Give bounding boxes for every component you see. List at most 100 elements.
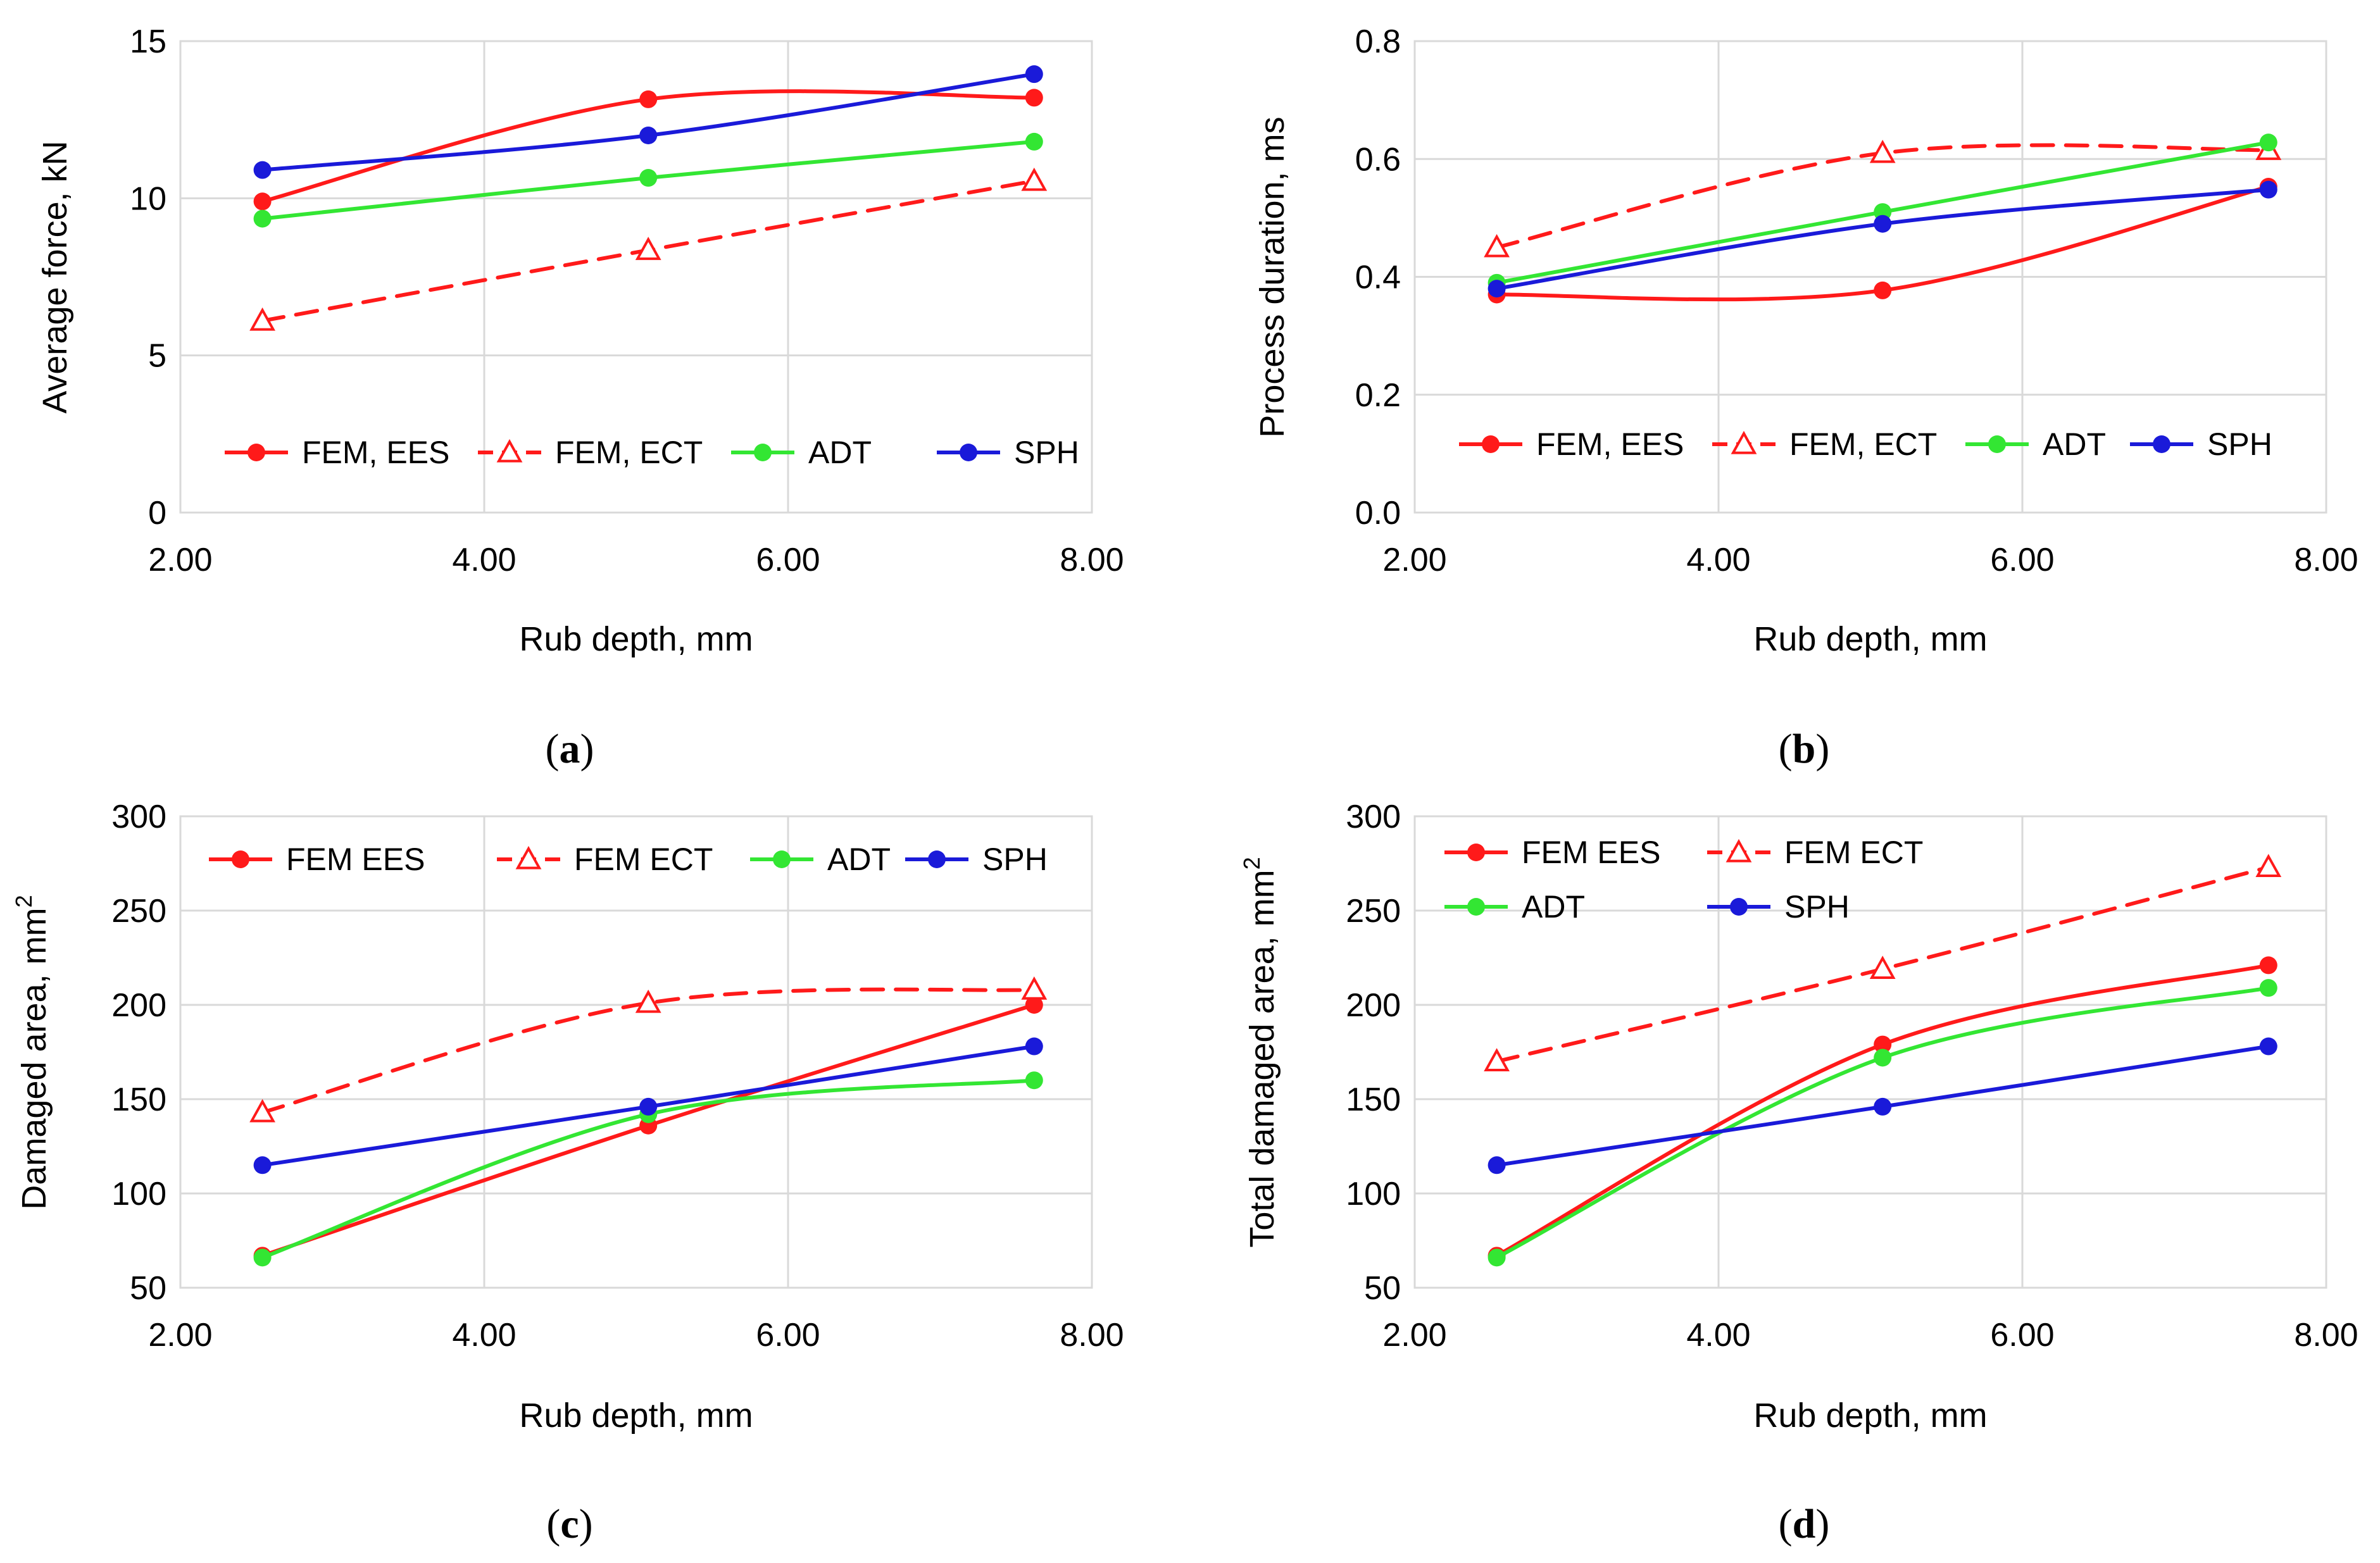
chart-panel-a: 0 5 10 15 2.00 4.00 6.00 8.00 Rub depth, mm Avera… — [36, 23, 1124, 772]
legend-item-fem-ees: FEM, EES — [1459, 427, 1684, 462]
series-line-sph — [260, 72, 1036, 172]
y-axis-title-superscript: 2 — [11, 895, 37, 907]
data-point-fem-ees — [2259, 956, 2277, 975]
y-axis-title-superscript: 2 — [1239, 857, 1265, 869]
legend-item-adt: ADT — [731, 435, 872, 470]
legend-label: ADT — [2043, 427, 2106, 462]
data-point-sph — [2259, 180, 2277, 199]
legend: FEM EES FEM ECT ADT SPH — [1444, 835, 1923, 925]
plot-area — [1413, 815, 2327, 1289]
legend-item-fem-ect: FEM ECT — [497, 842, 713, 877]
legend-marker — [1482, 435, 1500, 453]
legend-label: FEM ECT — [1784, 835, 1923, 870]
y-tick-label: 0.8 — [1355, 23, 1401, 60]
chart-panel-b: 0.0 0.2 0.4 0.6 0.8 2.00 4.00 6.00 8.00 Rub depth… — [1253, 23, 2358, 772]
data-point-adt — [253, 1249, 272, 1267]
data-point-sph — [253, 1156, 272, 1174]
x-tick-label: 6.00 — [756, 542, 820, 578]
data-point-fem-ees — [253, 192, 272, 211]
x-axis-title: Rub depth, mm — [1753, 1397, 1987, 1435]
gridlines — [1413, 815, 2327, 1289]
legend-marker — [754, 444, 772, 461]
y-axis-title: Process duration, ms — [1253, 116, 1291, 437]
panel-label: (a) — [546, 726, 594, 772]
data-point-fem-ect — [635, 237, 661, 260]
y-tick-label: 200 — [1346, 987, 1401, 1024]
x-tick-label: 2.00 — [148, 542, 212, 578]
legend-label: ADT — [827, 842, 891, 877]
legend-marker — [515, 845, 542, 869]
series-adt — [253, 132, 1043, 228]
x-tick-label: 8.00 — [1060, 542, 1124, 578]
legend-label: SPH — [2207, 427, 2272, 462]
series-sph — [1488, 1037, 2277, 1174]
y-tick-label: 5 — [148, 338, 166, 375]
legend-item-fem-ees: FEM EES — [209, 842, 425, 877]
series-line-adt — [1494, 986, 2270, 1260]
legend-item-sph: SPH — [2130, 427, 2272, 462]
legend-marker — [1731, 430, 1757, 454]
data-point-sph — [1488, 1156, 1506, 1174]
legend-marker — [232, 850, 249, 868]
panel-label: (d) — [1779, 1501, 1830, 1547]
legend-marker — [1467, 898, 1485, 916]
y-tick-label: 300 — [111, 799, 166, 835]
series-sph — [1488, 180, 2277, 298]
data-point-fem-ees — [1025, 89, 1043, 107]
y-tick-label: 250 — [111, 893, 166, 930]
panel-label-open: ( — [1779, 1501, 1793, 1547]
data-point-sph — [1874, 1097, 1892, 1116]
series-fem-ect — [249, 167, 1048, 331]
y-tick-label: 300 — [1346, 799, 1401, 835]
y-axis-title-text: Process duration, ms — [1253, 116, 1291, 437]
data-point-fem-ees — [1874, 281, 1892, 299]
x-tick-label: 4.00 — [452, 1317, 516, 1354]
y-axis-title-text: Total damaged area, mm — [1243, 869, 1281, 1247]
data-point-sph — [639, 1097, 658, 1116]
legend-label: FEM EES — [286, 842, 425, 877]
legend-marker — [773, 850, 791, 868]
y-tick-label: 10 — [130, 180, 166, 217]
panel-label-close: ) — [1815, 726, 1829, 772]
x-tick-label: 6.00 — [756, 1317, 820, 1354]
y-axis-title-text: Damaged area, mm — [15, 907, 53, 1209]
y-tick-label: 0 — [148, 495, 166, 532]
y-tick-label: 0.6 — [1355, 141, 1401, 178]
legend-item-adt: ADT — [1444, 889, 1585, 925]
legend-label: SPH — [1014, 435, 1079, 470]
y-tick-label: 0.0 — [1355, 495, 1401, 532]
plot-area — [179, 815, 1093, 1289]
panel-label-close: ) — [1815, 1501, 1829, 1547]
legend-item-sph: SPH — [1707, 889, 1850, 925]
panel-label-letter: d — [1793, 1501, 1816, 1547]
legend-item-fem-ect: FEM, ECT — [1712, 427, 1937, 462]
series-line-fem-ect — [260, 987, 1036, 1114]
y-tick-label: 250 — [1346, 893, 1401, 930]
data-point-sph — [639, 127, 658, 144]
series-fem-ees — [253, 89, 1043, 211]
data-point-fem-ect — [1021, 167, 1048, 191]
y-tick-label: 150 — [1346, 1081, 1401, 1118]
y-tick-label: 100 — [1346, 1176, 1401, 1212]
data-point-adt — [1025, 1071, 1043, 1090]
panel-label-close: ) — [580, 726, 594, 772]
x-tick-label: 2.00 — [1382, 1317, 1446, 1354]
x-tick-label: 2.00 — [148, 1317, 212, 1354]
legend: FEM EES FEM ECT ADT SPH — [209, 842, 1048, 877]
legend-item-adt: ADT — [1965, 427, 2106, 462]
legend-item-sph: SPH — [937, 435, 1079, 470]
legend: FEM, EES FEM, ECT ADT SPH — [1459, 427, 2272, 462]
legend: FEM, EES FEM, ECT ADT SPH — [225, 435, 1079, 470]
legend-label: FEM, EES — [1536, 427, 1684, 462]
panel-label: (c) — [546, 1501, 592, 1547]
data-point-fem-ect — [249, 307, 275, 331]
legend-label: SPH — [1784, 889, 1850, 925]
chart-panel-d: 50 100 150 200 250 300 2.00 4.00 6.00 8.00 Rub dep… — [1239, 799, 2358, 1547]
legend-marker — [1988, 435, 2006, 453]
data-point-fem-ect — [249, 1099, 275, 1123]
x-tick-label: 6.00 — [1990, 1317, 2054, 1354]
legend-marker — [960, 444, 977, 461]
series-sph — [253, 1037, 1043, 1174]
legend-marker — [496, 439, 523, 463]
panel-label-letter: b — [1793, 726, 1816, 772]
